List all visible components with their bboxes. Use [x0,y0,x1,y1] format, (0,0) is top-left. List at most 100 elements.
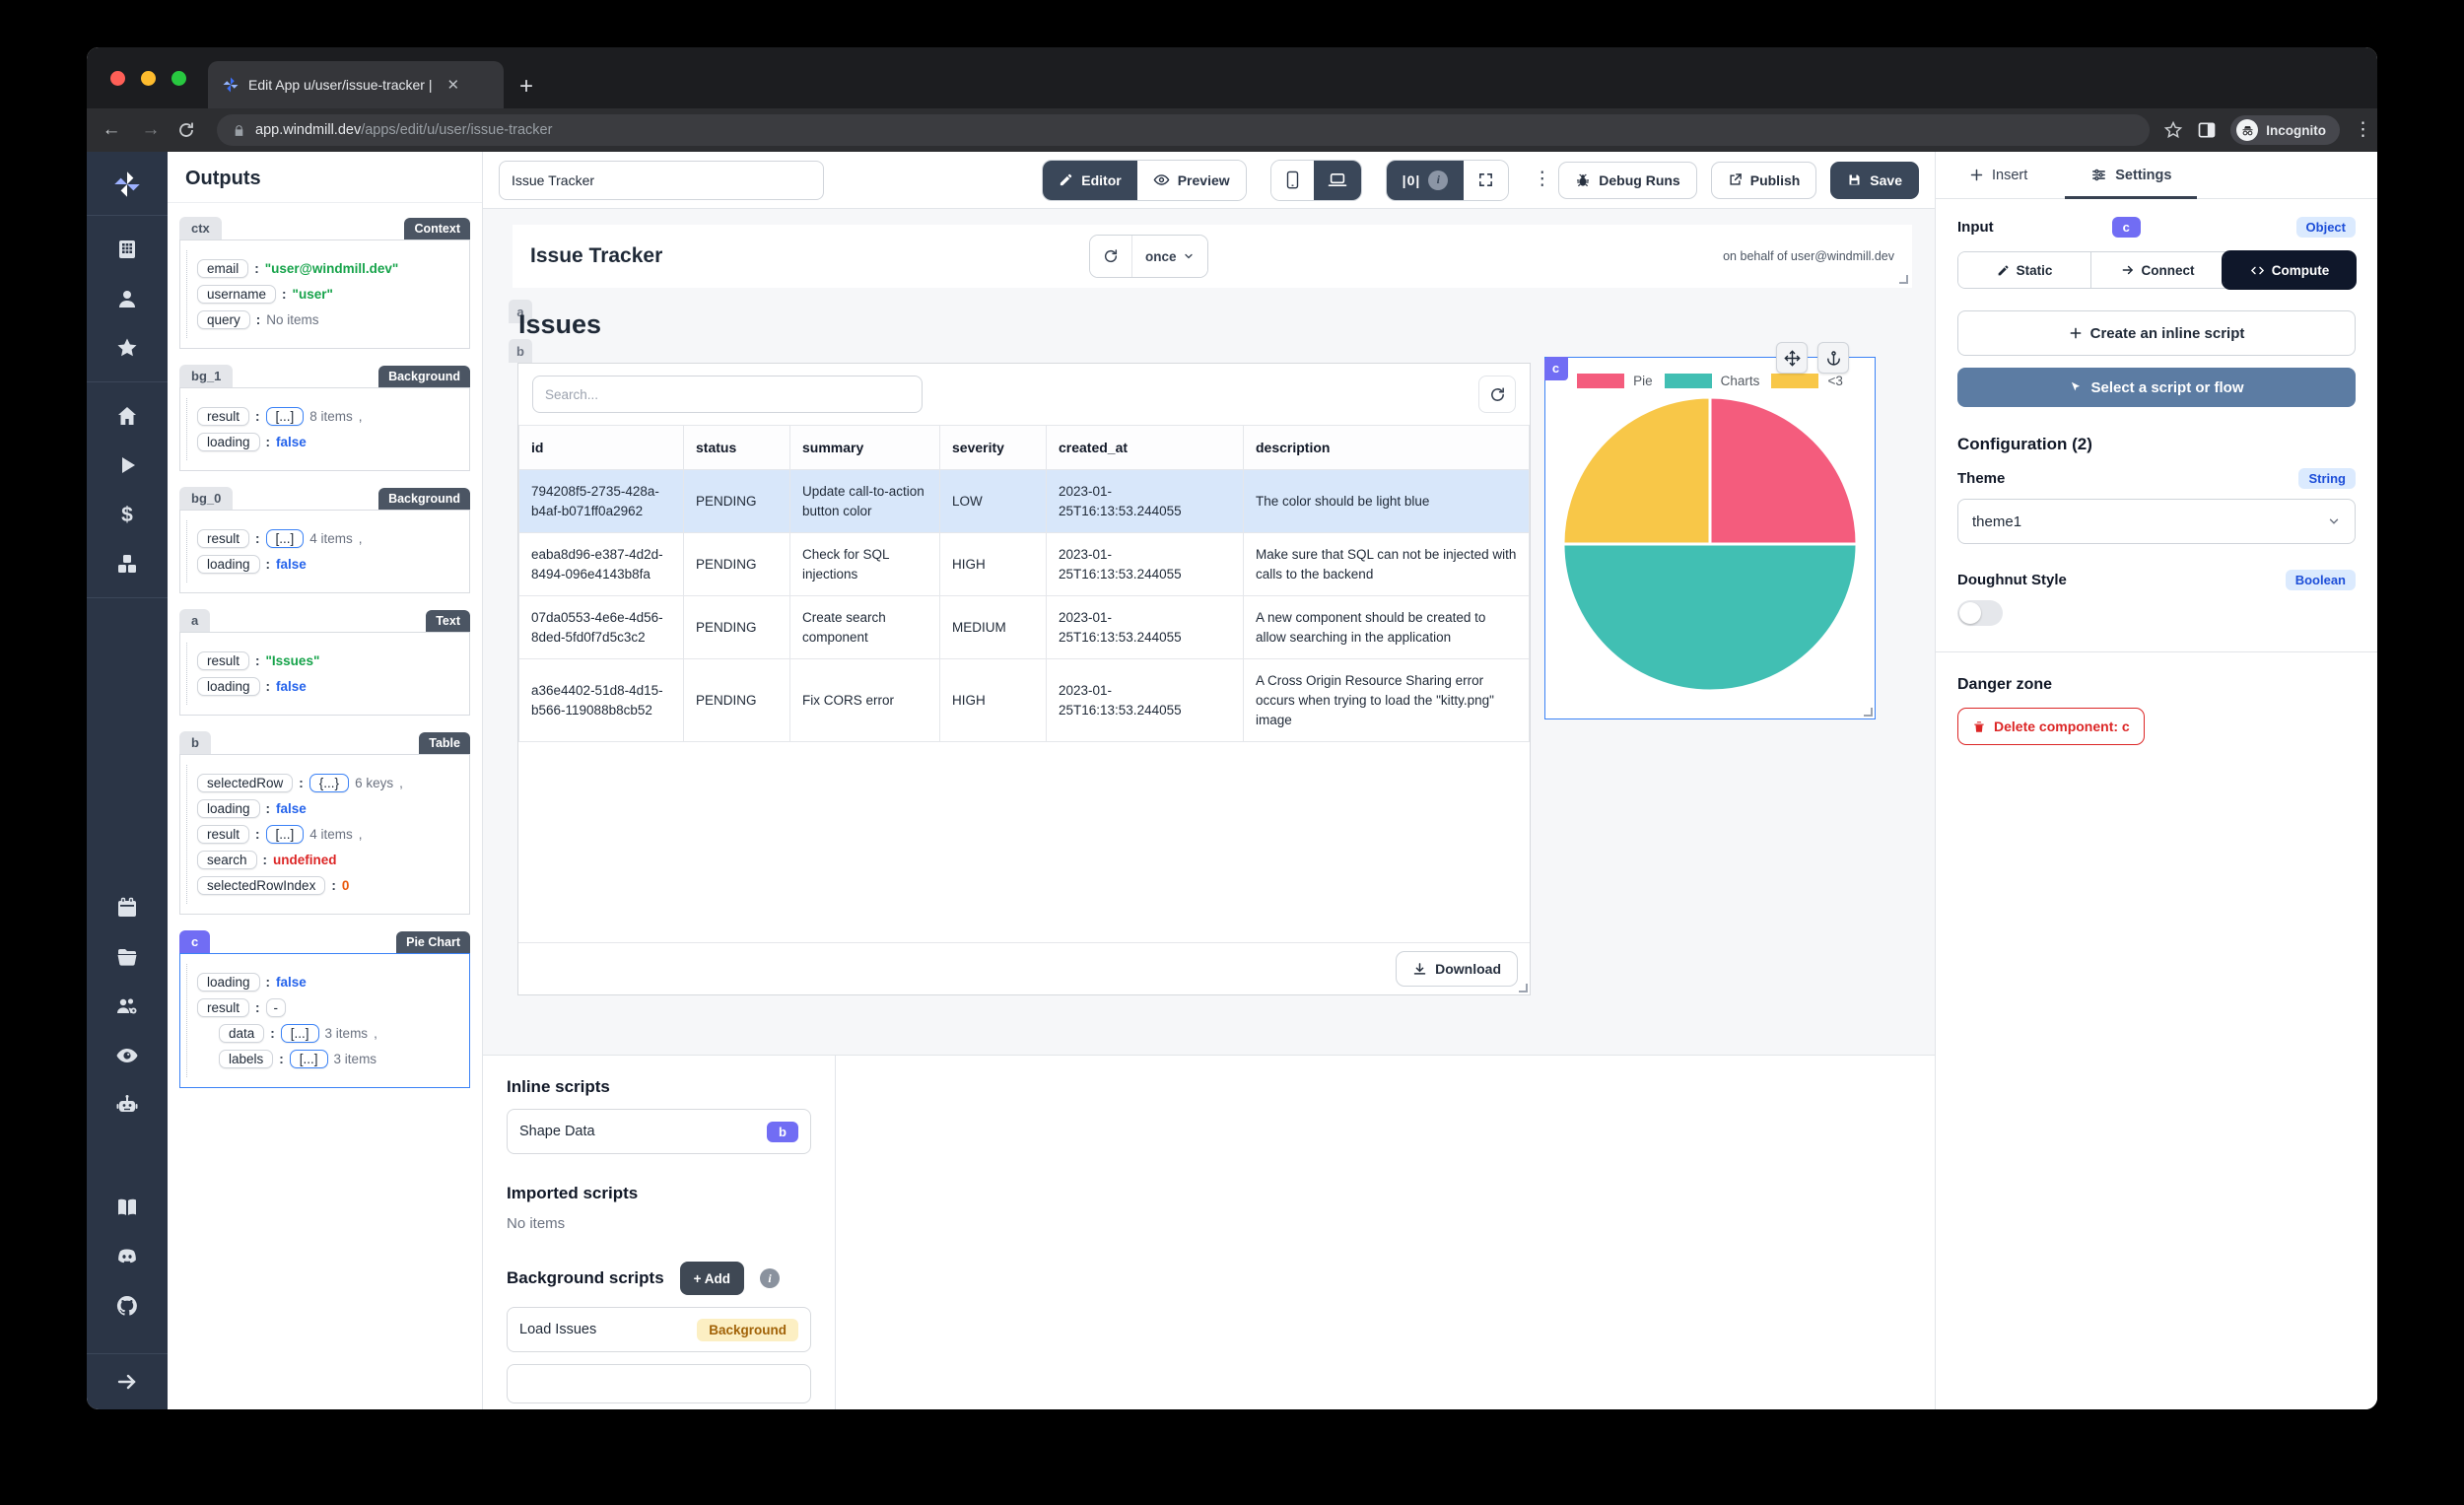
static-mode-button[interactable]: Static [1958,252,2090,288]
output-entry[interactable]: selectedRowIndex:0 [197,876,459,895]
desktop-view-button[interactable] [1313,160,1361,200]
user-icon[interactable] [115,287,139,310]
output-entry[interactable]: result: - [197,998,459,1017]
app-canvas[interactable]: Issue Tracker once on behalf of user@win… [483,209,1935,1055]
output-entry[interactable]: loading: false [197,677,459,696]
legend-item[interactable]: Pie [1577,374,1653,388]
output-card-c[interactable]: c Pie Chart loading: false result: - data:[… [179,930,470,1088]
pie-slice-charts[interactable] [1561,542,1859,693]
output-card-ctx[interactable]: ctx Context email: "user@windmill.dev" use… [179,217,470,349]
tab-insert[interactable]: Insert [1969,152,2027,198]
schedules-icon[interactable] [115,896,139,920]
col-header-created-at[interactable]: created_at [1046,425,1244,470]
apps-icon[interactable] [115,238,139,261]
output-entry[interactable]: labels: [...] 3 items [219,1050,459,1068]
output-entry[interactable]: query: No items [197,310,459,329]
browser-menu-icon[interactable]: ⋮ [2354,118,2372,140]
discord-icon[interactable] [115,1245,139,1268]
pie-slice-heart[interactable] [1561,395,1712,546]
github-icon[interactable] [115,1294,139,1318]
col-header-id[interactable]: id [518,425,684,470]
pie-chart-component[interactable]: c Pie Charts <3 [1543,342,1876,719]
maximize-window-button[interactable] [171,70,186,86]
col-header-severity[interactable]: severity [939,425,1047,470]
component-badge-a[interactable]: a [509,300,532,323]
pie-chart[interactable] [1545,394,1875,694]
output-entry[interactable]: result: [...] 4 items, [197,825,459,844]
legend-item[interactable]: <3 [1771,374,1843,388]
outputs-toggle-button[interactable]: |0| i [1386,160,1465,200]
component-id-badge[interactable]: b [179,731,211,754]
app-name-input[interactable] [499,160,824,200]
refresh-mode-dropdown[interactable]: once [1131,236,1207,277]
background-script-item[interactable]: Load Issues Background [507,1307,811,1352]
folders-icon[interactable] [115,945,139,969]
mobile-view-button[interactable] [1270,160,1314,200]
inline-script-item[interactable]: Shape Data b [507,1109,811,1154]
output-entry[interactable]: loading: false [197,555,459,574]
back-icon[interactable]: ← [102,119,121,140]
fullscreen-button[interactable] [1464,160,1509,200]
output-entry[interactable]: data: [...] 3 items, [219,1024,459,1043]
output-entry[interactable]: result: [...] 8 items, [197,407,459,426]
theme-select[interactable]: theme1 [1957,499,2356,544]
component-id-badge[interactable]: c [179,930,211,953]
workers-icon[interactable] [115,994,139,1018]
resources-icon[interactable] [115,552,139,576]
resize-handle[interactable] [1519,984,1528,992]
output-entry[interactable]: loading: false [197,433,459,451]
resize-handle[interactable] [1899,275,1908,284]
output-card-a[interactable]: a Text result: "Issues" loading: false [179,609,470,716]
add-background-script-button[interactable]: + Add [679,1262,745,1295]
output-card-bg0[interactable]: bg_0 Background result: [...] 4 items, load… [179,487,470,593]
output-card-b[interactable]: b Table selectedRow: {...} 6 keys, loading:… [179,731,470,915]
forward-icon[interactable]: → [141,119,161,140]
output-entry[interactable]: result: "Issues" [197,651,459,670]
col-header-summary[interactable]: summary [789,425,940,470]
create-inline-script-button[interactable]: Create an inline script [1957,310,2356,356]
editor-tab-button[interactable]: Editor [1043,160,1137,200]
output-entry[interactable]: search: undefined [197,851,459,869]
save-button[interactable]: Save [1830,161,1919,199]
pricing-icon[interactable]: $ [115,503,139,526]
refresh-button[interactable] [1090,236,1131,277]
col-header-description[interactable]: description [1243,425,1530,470]
legend-item[interactable]: Charts [1664,374,1759,388]
background-script-item-partial[interactable] [507,1364,811,1403]
runs-icon[interactable] [115,453,139,477]
debug-runs-button[interactable]: Debug Runs [1558,161,1697,199]
preview-tab-button[interactable]: Preview [1136,160,1246,200]
select-script-or-flow-button[interactable]: Select a script or flow [1957,368,2356,407]
issues-heading[interactable]: Issues [518,309,602,339]
publish-button[interactable]: Publish [1710,161,1817,199]
output-entry[interactable]: selectedRow: {...} 6 keys, [197,774,459,792]
browser-tab[interactable]: Edit App u/user/issue-tracker | ✕ [208,61,504,108]
component-badge-b[interactable]: b [509,339,532,363]
download-button[interactable]: Download [1396,951,1518,987]
anchor-icon[interactable] [1817,342,1849,374]
delete-component-button[interactable]: Delete component: c [1957,708,2145,745]
component-id-badge[interactable]: a [179,609,211,632]
side-panel-icon[interactable] [2197,120,2217,140]
component-id-badge[interactable]: ctx [179,217,222,239]
new-tab-button[interactable]: + [519,73,534,100]
pie-slice-pie[interactable] [1708,395,1859,546]
ai-robot-icon[interactable] [115,1093,139,1117]
reload-icon[interactable] [177,121,203,139]
component-id-badge[interactable]: bg_1 [179,365,234,387]
compute-mode-button[interactable]: Compute [2222,250,2357,290]
tab-settings[interactable]: Settings [2065,152,2198,199]
connect-mode-button[interactable]: Connect [2090,252,2224,288]
bookmark-star-icon[interactable] [2163,120,2183,140]
output-entry[interactable]: username: "user" [197,285,459,304]
col-header-status[interactable]: status [683,425,790,470]
doughnut-style-toggle[interactable] [1957,600,2003,626]
output-entry[interactable]: email: "user@windmill.dev" [197,259,459,278]
tab-close-icon[interactable]: ✕ [446,77,460,94]
minimize-window-button[interactable] [141,70,156,86]
home-icon[interactable] [115,404,139,428]
docs-book-icon[interactable] [115,1196,139,1219]
toolbar-menu-icon[interactable]: ⋮ [1533,169,1552,190]
component-id-badge[interactable]: bg_0 [179,487,234,510]
close-window-button[interactable] [110,70,125,86]
